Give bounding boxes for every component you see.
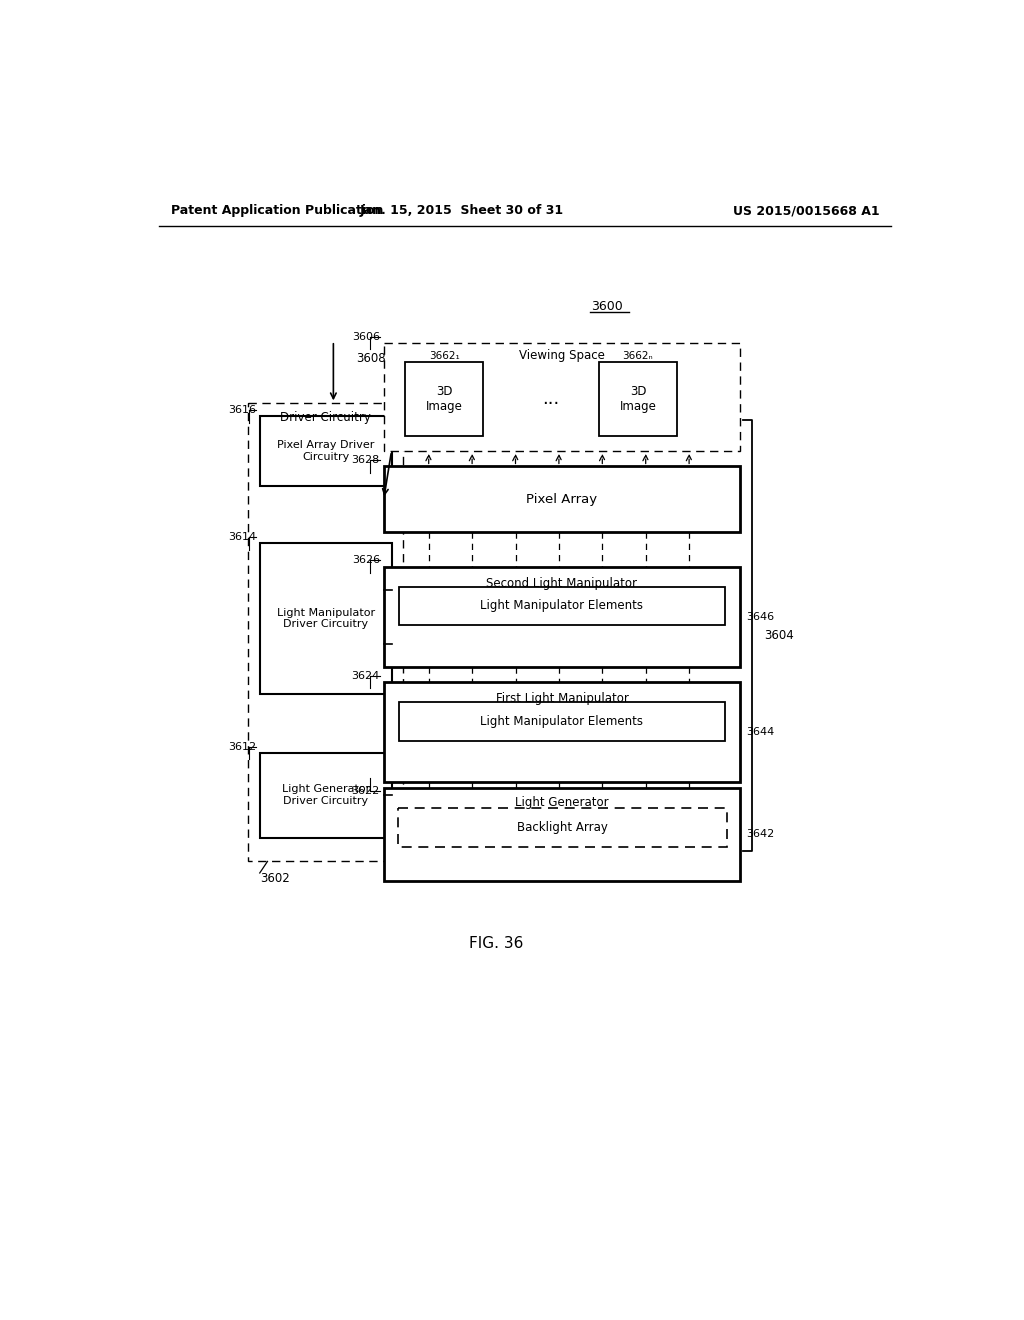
Text: Light Generator
Driver Circuitry: Light Generator Driver Circuitry bbox=[282, 784, 370, 807]
Text: 3612: 3612 bbox=[227, 742, 256, 751]
Bar bbox=[260, 752, 391, 838]
Text: 3614: 3614 bbox=[227, 532, 256, 543]
Bar bbox=[384, 466, 740, 532]
Text: First Light Manipulator: First Light Manipulator bbox=[496, 693, 629, 705]
Bar bbox=[384, 788, 740, 880]
Text: 3626: 3626 bbox=[352, 556, 380, 565]
Text: Backlight Array: Backlight Array bbox=[517, 821, 608, 834]
Text: Second Light Manipulator: Second Light Manipulator bbox=[486, 577, 638, 590]
Text: 3606: 3606 bbox=[352, 333, 380, 342]
Text: 3646: 3646 bbox=[746, 611, 774, 622]
Text: 3D
Image: 3D Image bbox=[426, 385, 463, 413]
Text: Pixel Array Driver
Circuitry: Pixel Array Driver Circuitry bbox=[276, 440, 375, 462]
Text: 3616: 3616 bbox=[228, 405, 256, 416]
Bar bbox=[397, 808, 727, 847]
Text: 3662ₙ: 3662ₙ bbox=[623, 351, 653, 362]
Text: 3628: 3628 bbox=[351, 455, 380, 465]
Text: Light Generator: Light Generator bbox=[515, 796, 609, 809]
Bar bbox=[248, 404, 403, 862]
Text: 3D
Image: 3D Image bbox=[620, 385, 656, 413]
Text: 3600: 3600 bbox=[591, 300, 623, 313]
Bar bbox=[260, 416, 391, 486]
Bar bbox=[399, 702, 725, 741]
Text: Light Manipulator Elements: Light Manipulator Elements bbox=[480, 599, 643, 612]
Text: 3624: 3624 bbox=[351, 671, 380, 681]
Text: 3608: 3608 bbox=[356, 352, 386, 366]
Text: Patent Application Publication: Patent Application Publication bbox=[171, 205, 383, 218]
Text: FIG. 36: FIG. 36 bbox=[469, 936, 523, 952]
Text: 3644: 3644 bbox=[746, 727, 775, 737]
Text: 3622: 3622 bbox=[351, 787, 380, 796]
Text: 3604: 3604 bbox=[764, 630, 794, 643]
Bar bbox=[406, 363, 483, 436]
Text: Jan. 15, 2015  Sheet 30 of 31: Jan. 15, 2015 Sheet 30 of 31 bbox=[359, 205, 563, 218]
Bar bbox=[384, 343, 740, 451]
Bar bbox=[384, 682, 740, 781]
Text: Light Manipulator Elements: Light Manipulator Elements bbox=[480, 714, 643, 727]
Bar bbox=[260, 544, 391, 693]
Text: US 2015/0015668 A1: US 2015/0015668 A1 bbox=[733, 205, 880, 218]
Text: Light Manipulator
Driver Circuitry: Light Manipulator Driver Circuitry bbox=[276, 607, 375, 630]
Text: Pixel Array: Pixel Array bbox=[526, 492, 598, 506]
Text: 3602: 3602 bbox=[260, 871, 290, 884]
Text: 3642: 3642 bbox=[746, 829, 775, 840]
Text: ...: ... bbox=[542, 389, 559, 408]
Text: 3662₁: 3662₁ bbox=[429, 351, 460, 362]
Bar bbox=[599, 363, 677, 436]
Text: Viewing Space: Viewing Space bbox=[519, 348, 605, 362]
Bar bbox=[384, 566, 740, 667]
Bar bbox=[399, 586, 725, 626]
Text: Driver Circuitry: Driver Circuitry bbox=[281, 411, 371, 424]
